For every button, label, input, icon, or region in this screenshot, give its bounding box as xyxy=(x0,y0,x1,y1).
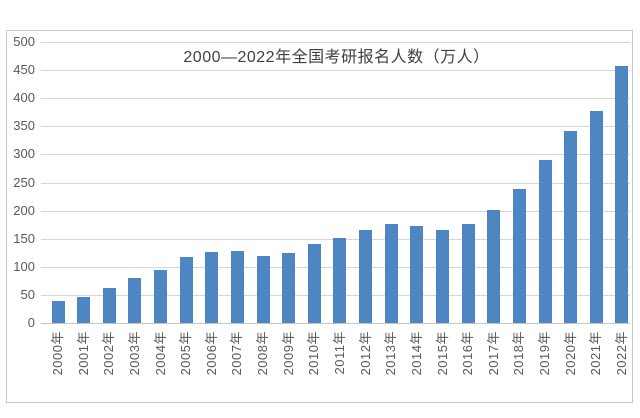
bar-2001年 xyxy=(77,297,91,323)
bar-2003年 xyxy=(128,278,142,323)
gridline xyxy=(41,183,630,184)
y-tick-label: 0 xyxy=(27,315,35,330)
x-tick-label: 2001年 xyxy=(75,331,91,376)
y-tick-label: 100 xyxy=(13,259,35,274)
bar-2018年 xyxy=(512,189,526,323)
bar-2010年 xyxy=(307,243,321,323)
x-tick-label: 2005年 xyxy=(178,331,194,376)
x-tick-label: 2009年 xyxy=(280,331,296,376)
gridline xyxy=(41,154,630,155)
y-tick-label: 200 xyxy=(13,203,35,218)
bar-2009年 xyxy=(282,252,296,323)
x-tick-label: 2006年 xyxy=(203,331,219,376)
x-tick-label: 2022年 xyxy=(613,331,629,376)
x-tick-label: 2010年 xyxy=(306,331,322,376)
bar-2019年 xyxy=(538,160,552,323)
chart-title: 2000—2022年全国考研报名人数（万人） xyxy=(183,49,490,66)
x-tick-label: 2020年 xyxy=(562,331,578,376)
y-tick-label: 350 xyxy=(13,118,35,133)
x-tick-label: 2011年 xyxy=(331,331,347,375)
x-tick-label: 2013年 xyxy=(383,331,399,376)
bar-2013年 xyxy=(384,224,398,323)
bar-2017年 xyxy=(487,210,501,323)
bar-2012年 xyxy=(359,229,373,323)
x-tick-label: 2002年 xyxy=(101,331,117,376)
gridline xyxy=(41,42,630,43)
bar-2016年 xyxy=(461,223,475,323)
x-tick-label: 2012年 xyxy=(357,331,373,376)
x-tick-label: 2021年 xyxy=(588,331,604,376)
x-tick-label: 2016年 xyxy=(460,331,476,376)
bar-2006年 xyxy=(205,251,219,323)
bar-2020年 xyxy=(564,131,578,323)
x-tick-label: 2007年 xyxy=(229,331,245,376)
bar-2002年 xyxy=(102,287,116,323)
bar-2004年 xyxy=(154,269,168,323)
x-tick-label: 2019年 xyxy=(537,331,553,376)
bar-2011年 xyxy=(333,238,347,323)
bar-2007年 xyxy=(230,250,244,323)
plot-area: 0 50 100 150 200 250 300 350 400 450 500 2000年 2001年… xyxy=(7,31,632,402)
bar-2014年 xyxy=(410,226,424,323)
x-tick-label: 2014年 xyxy=(408,331,424,376)
bar-2022年 xyxy=(615,66,629,323)
gridline xyxy=(41,98,630,99)
x-tick-label: 2008年 xyxy=(255,331,271,376)
bar-2015年 xyxy=(436,230,450,323)
y-tick-label: 300 xyxy=(13,146,35,161)
gridline xyxy=(41,211,630,212)
x-axis-line xyxy=(41,323,630,324)
bar-2005年 xyxy=(179,257,193,323)
gridline xyxy=(41,126,630,127)
y-tick-label: 500 xyxy=(13,34,35,49)
bar-2000年 xyxy=(51,300,65,323)
y-tick-label: 150 xyxy=(13,231,35,246)
y-tick-label: 50 xyxy=(20,287,35,302)
bar-2008年 xyxy=(256,255,270,323)
x-tick-label: 2018年 xyxy=(511,331,527,376)
y-tick-label: 250 xyxy=(13,175,35,190)
x-tick-label: 2015年 xyxy=(434,331,450,376)
y-tick-label: 450 xyxy=(13,62,35,77)
x-tick-label: 2017年 xyxy=(485,331,501,376)
x-tick-label: 2004年 xyxy=(152,331,168,376)
x-tick-label: 2000年 xyxy=(50,331,65,376)
bar-2021年 xyxy=(589,111,603,323)
bar-chart-frame: 2000—2022年全国考研报名人数（万人） 0 50 100 150 200 250 30… xyxy=(6,30,633,403)
y-tick-label: 400 xyxy=(13,90,35,105)
gridline xyxy=(41,70,630,71)
x-tick-label: 2003年 xyxy=(126,331,142,376)
